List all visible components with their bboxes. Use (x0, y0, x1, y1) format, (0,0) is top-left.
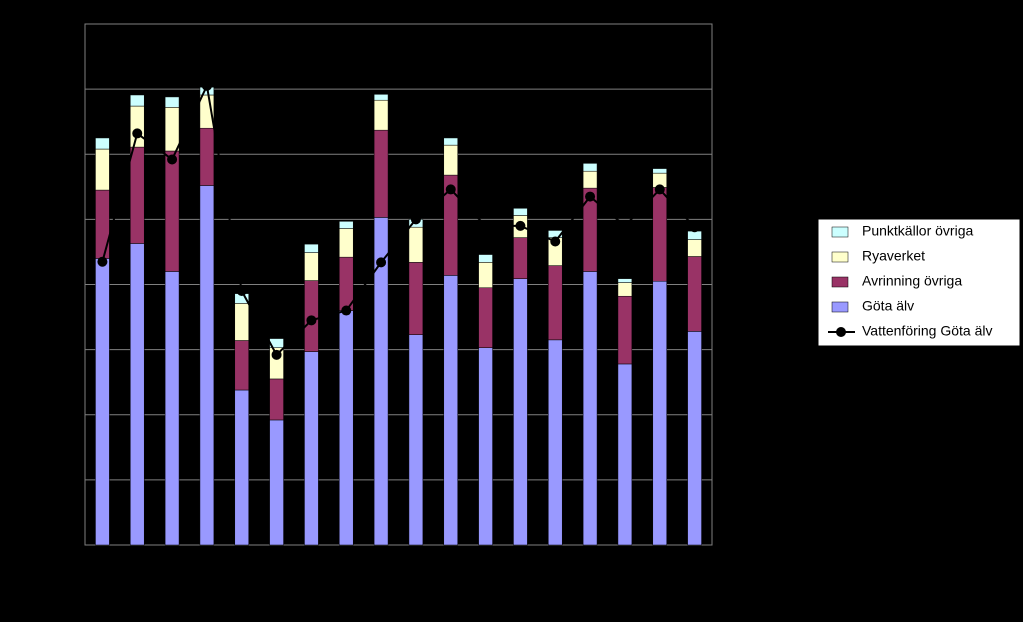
bar-segment (582, 163, 598, 172)
bar-segment (478, 287, 493, 348)
line-marker (236, 286, 247, 297)
bar-segment (339, 310, 354, 546)
bar-segment (130, 94, 145, 107)
line-marker (445, 184, 456, 195)
legend-label: Avrinning övriga (862, 273, 962, 289)
bar-segment (234, 303, 249, 341)
bar-segment (478, 254, 493, 263)
legend-label: Vattenföring Göta älv (862, 323, 992, 339)
bar-segment (478, 262, 493, 289)
line (101, 82, 696, 357)
legend-marker (836, 327, 846, 337)
bar-segment (652, 280, 667, 546)
bar-segment (234, 340, 249, 391)
bar-segment (164, 96, 180, 108)
bar-segment (339, 228, 354, 258)
bar-segment (373, 94, 389, 101)
bar-segment (130, 146, 145, 244)
line-marker (97, 256, 108, 267)
line-marker (689, 222, 700, 233)
bar-segment (164, 150, 180, 272)
bar-segment (269, 378, 284, 421)
bar-segment (199, 127, 215, 186)
bar-segment (95, 258, 110, 546)
line-marker (585, 191, 596, 202)
bar-segment (373, 129, 389, 218)
line-marker (550, 236, 561, 247)
line-marker (515, 220, 526, 231)
bar-segment (687, 256, 702, 332)
line-marker (410, 214, 421, 225)
bar-segment (687, 230, 702, 240)
bar-segment (408, 226, 424, 263)
bar-segment (513, 208, 528, 216)
bar-segment (304, 252, 319, 281)
legend-swatch (831, 301, 849, 313)
bar-segment (443, 144, 458, 176)
legend-label: Göta älv (862, 298, 914, 314)
line-marker (167, 154, 178, 165)
legend-label: Punktkällor övriga (862, 223, 973, 239)
bar-segment (373, 99, 389, 131)
line-marker (654, 184, 665, 195)
bar-segment (652, 187, 667, 282)
bar-segment (617, 363, 633, 546)
bar-segment (95, 148, 110, 191)
legend-swatch (831, 251, 849, 263)
bar-segment (304, 351, 319, 546)
bar-segment (234, 389, 249, 546)
bar-segment (95, 189, 110, 259)
bar-segment (443, 137, 458, 146)
bar-segment (513, 237, 528, 279)
bar-segment (304, 243, 319, 253)
bar-segment (269, 419, 284, 546)
bar-segment (408, 262, 424, 335)
legend-label: Ryaverket (862, 248, 925, 264)
bar-segment (199, 185, 215, 546)
bar-segment (478, 347, 493, 546)
bar-segment (548, 339, 563, 546)
bar-segment (513, 278, 528, 546)
bar-segment (582, 271, 598, 546)
bar-segment (687, 239, 702, 257)
bar-segment (408, 334, 424, 546)
legend-box (817, 218, 1021, 347)
bar-segment (130, 243, 145, 546)
bar-segment (652, 168, 667, 174)
legend-swatch (831, 276, 849, 288)
bar-segment (443, 275, 458, 546)
bar-segment (617, 278, 633, 283)
line-marker (306, 315, 317, 326)
bar-segment (687, 331, 702, 546)
bar-segment (164, 271, 180, 546)
bar-segment (617, 282, 633, 297)
bar-segment (130, 105, 145, 148)
bar-segment (548, 265, 563, 341)
line-marker (132, 128, 143, 139)
bar-segment (95, 137, 110, 150)
line-marker (271, 349, 282, 360)
line-marker (480, 220, 491, 231)
line-marker (201, 80, 212, 91)
bar-segment (339, 221, 354, 229)
line-marker (376, 257, 387, 268)
line-marker (619, 220, 630, 231)
legend-swatch (831, 226, 849, 238)
line-marker (341, 305, 352, 316)
bar-segment (617, 295, 633, 365)
bar-segment (164, 107, 180, 152)
bar-segment (582, 170, 598, 189)
